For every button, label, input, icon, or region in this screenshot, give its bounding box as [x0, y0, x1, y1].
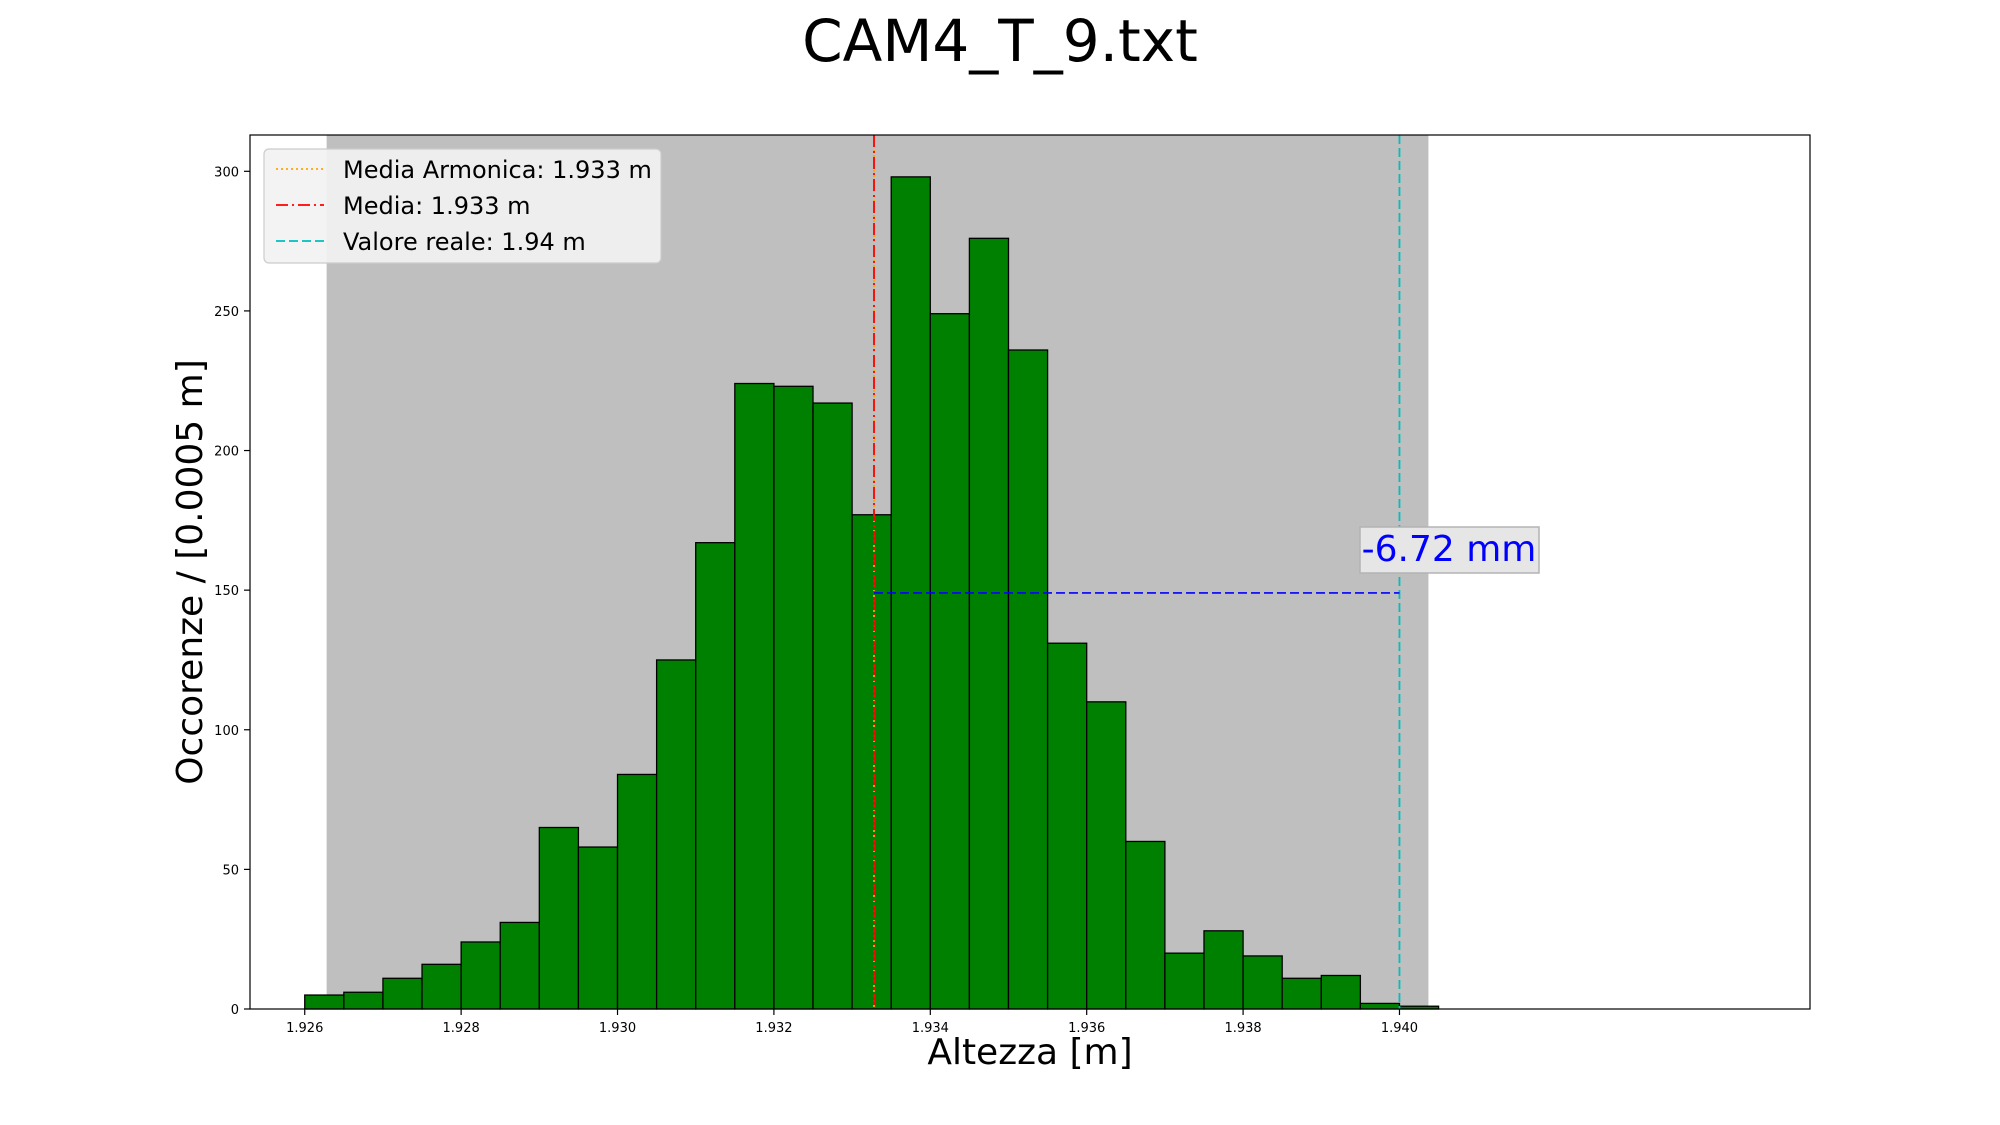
y-axis-ticks: 0 50 100 150 200 250 300	[214, 165, 250, 1018]
histogram-bar	[421, 963, 462, 1010]
chart-title: CAM4_T_9.txt	[802, 7, 1198, 75]
histogram-bar	[499, 921, 540, 1010]
histogram-bar	[343, 991, 384, 1010]
histogram-bar	[1359, 1002, 1401, 1010]
y-tick-label: 100	[214, 724, 239, 739]
histogram-bar	[773, 385, 814, 1010]
histogram-bar	[538, 826, 580, 1010]
histogram-bar	[1007, 349, 1049, 1010]
plot-frame	[249, 134, 1811, 1010]
histogram-bar	[890, 176, 931, 1010]
y-tick-label: 0	[231, 1003, 239, 1018]
legend-entry-true-value: Valore reale: 1.94 m	[343, 228, 586, 256]
y-tick-label: 50	[222, 863, 239, 878]
x-tick-label: 1.928	[443, 1021, 480, 1036]
x-tick-label: 1.938	[1224, 1021, 1261, 1036]
y-tick-label: 300	[214, 165, 239, 180]
y-axis-label: Occorenze / [0.0005 m]	[170, 359, 211, 785]
histogram-bar	[1281, 977, 1322, 1010]
y-tick-label: 250	[214, 305, 239, 320]
histogram-bar	[460, 941, 501, 1010]
x-tick-label: 1.926	[286, 1021, 323, 1036]
legend-entry-mean: Media: 1.933 m	[343, 192, 531, 220]
bars-layer	[304, 176, 1440, 1010]
histogram-bar	[616, 773, 658, 1010]
y-tick-label: 200	[214, 445, 239, 460]
annotation-label: -6.72 mm	[1362, 529, 1537, 570]
x-axis-label: Altezza [m]	[927, 1032, 1132, 1073]
x-tick-label: 1.932	[755, 1021, 792, 1036]
x-tick-label: 1.936	[1068, 1021, 1105, 1036]
histogram-bar	[1203, 930, 1244, 1010]
legend: Media Armonica: 1.933 m Media: 1.933 m Val…	[263, 148, 662, 264]
histogram-bar	[1242, 955, 1283, 1010]
histogram-bar	[304, 994, 345, 1010]
difference-annotation: -6.72 mm	[1359, 526, 1540, 574]
x-tick-label: 1.934	[912, 1021, 949, 1036]
histogram-bar	[929, 313, 971, 1010]
histogram-bar	[734, 382, 775, 1010]
histogram-bar	[577, 846, 619, 1010]
histogram-bar	[1046, 642, 1088, 1010]
histogram-bar	[695, 542, 736, 1010]
annotation-box	[1359, 526, 1540, 574]
y-tick-label: 150	[214, 584, 239, 599]
histogram-bar	[968, 237, 1010, 1010]
histogram-bar	[382, 977, 423, 1010]
x-tick-label: 1.940	[1381, 1021, 1418, 1036]
x-axis-ticks: 1.926 1.928 1.930 1.932 1.934 1.936 1.938 1.940	[286, 1009, 1418, 1036]
histogram-bar	[812, 402, 853, 1010]
legend-entry-harmonic-mean: Media Armonica: 1.933 m	[343, 156, 652, 184]
histogram-bar	[655, 659, 697, 1010]
histogram-bar	[851, 514, 892, 1010]
x-tick-label: 1.930	[599, 1021, 636, 1036]
histogram-bar	[1320, 974, 1362, 1010]
histogram-bar	[1086, 701, 1127, 1010]
legend-box	[263, 148, 662, 264]
histogram-bar	[1125, 840, 1166, 1010]
histogram-bar	[1164, 952, 1205, 1010]
